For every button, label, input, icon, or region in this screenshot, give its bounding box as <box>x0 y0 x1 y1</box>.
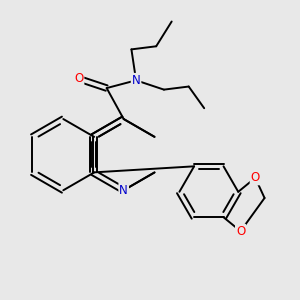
Text: O: O <box>250 171 260 184</box>
Text: O: O <box>236 225 245 238</box>
Text: N: N <box>119 184 128 197</box>
Text: O: O <box>74 72 83 85</box>
Text: N: N <box>132 74 140 87</box>
